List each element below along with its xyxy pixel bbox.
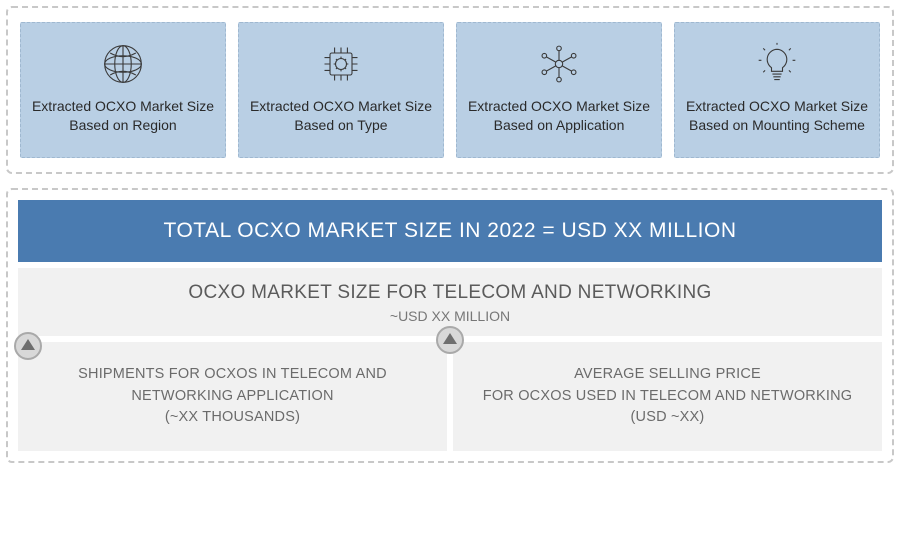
card-application: Extracted OCXO Market Size Based on Appl… bbox=[456, 22, 662, 158]
bulb-icon bbox=[754, 41, 800, 87]
network-icon bbox=[536, 41, 582, 87]
chip-icon bbox=[318, 41, 364, 87]
card-label: Extracted OCXO Market Size Based on Appl… bbox=[467, 97, 651, 135]
card-label: Extracted OCXO Market Size Based on Moun… bbox=[685, 97, 869, 135]
globe-icon bbox=[100, 41, 146, 87]
card-type: Extracted OCXO Market Size Based on Type bbox=[238, 22, 444, 158]
top-cards-panel: Extracted OCXO Market Size Based on Regi… bbox=[6, 6, 894, 174]
avg-price-col: AVERAGE SELLING PRICEFOR OCXOS USED IN T… bbox=[453, 342, 882, 451]
sub-banner-subtitle: ~USD XX MILLION bbox=[28, 308, 872, 324]
shipments-col: SHIPMENTS FOR OCXOS IN TELECOM AND NETWO… bbox=[18, 342, 447, 451]
card-label: Extracted OCXO Market Size Based on Regi… bbox=[31, 97, 215, 135]
two-column-row: SHIPMENTS FOR OCXOS IN TELECOM AND NETWO… bbox=[18, 342, 882, 451]
card-region: Extracted OCXO Market Size Based on Regi… bbox=[20, 22, 226, 158]
card-mounting: Extracted OCXO Market Size Based on Moun… bbox=[674, 22, 880, 158]
bottom-panel: TOTAL OCXO MARKET SIZE IN 2022 = USD XX … bbox=[6, 188, 894, 463]
up-arrow-icon bbox=[14, 332, 42, 360]
up-arrow-icon bbox=[436, 326, 464, 354]
sub-banner-title: OCXO MARKET SIZE FOR TELECOM AND NETWORK… bbox=[28, 282, 872, 304]
card-label: Extracted OCXO Market Size Based on Type bbox=[249, 97, 433, 135]
total-market-banner: TOTAL OCXO MARKET SIZE IN 2022 = USD XX … bbox=[18, 200, 882, 262]
